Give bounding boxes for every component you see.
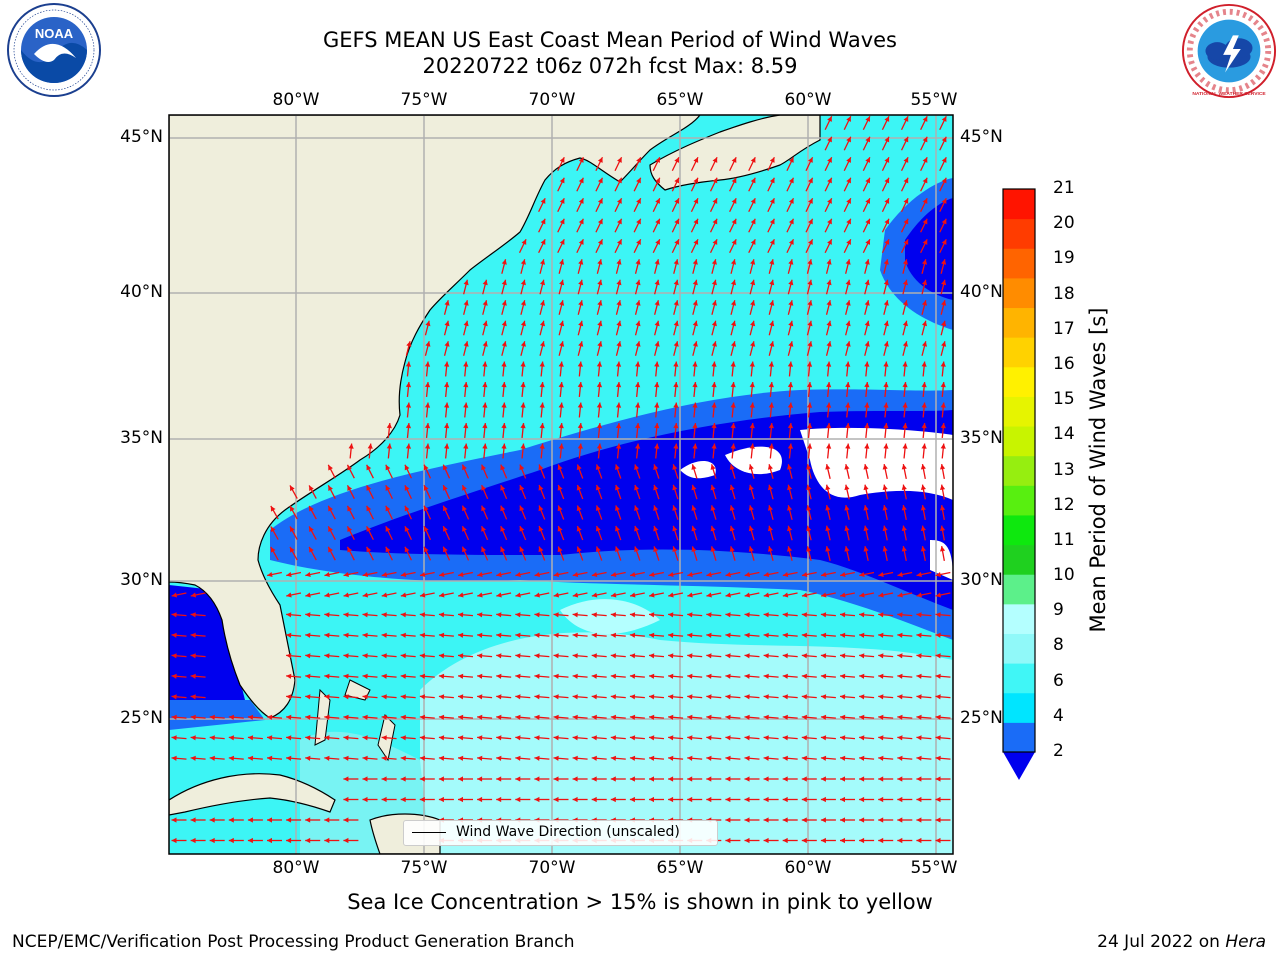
lon-tick-top: 55°W <box>894 90 974 110</box>
lat-tick-right: 40°N <box>960 282 1003 302</box>
colorbar-band <box>1003 574 1035 604</box>
lon-tick-top: 75°W <box>384 90 464 110</box>
colorbar-tick-label: 10 <box>1053 565 1075 585</box>
colorbar-band <box>1003 485 1035 515</box>
colorbar-tick-label: 19 <box>1053 248 1075 268</box>
colorbar-band <box>1003 367 1035 397</box>
lat-tick-left: 35°N <box>100 428 163 448</box>
colorbar-tick-label: 21 <box>1053 178 1075 198</box>
colorbar-tick-label: 20 <box>1053 213 1075 233</box>
lon-tick-bottom: 55°W <box>894 858 974 878</box>
lat-tick-right: 25°N <box>960 708 1003 728</box>
lon-tick-bottom: 75°W <box>384 858 464 878</box>
colorbar-band <box>1003 633 1035 663</box>
colorbar-tick-label: 9 <box>1053 600 1064 620</box>
colorbar-tick-label: 16 <box>1053 354 1075 374</box>
lon-tick-bottom: 60°W <box>768 858 848 878</box>
colorbar-tick-label: 17 <box>1053 319 1075 339</box>
lat-tick-left: 25°N <box>100 708 163 728</box>
lon-tick-bottom: 80°W <box>256 858 336 878</box>
colorbar-band <box>1003 456 1035 486</box>
legend-line-swatch <box>412 832 446 833</box>
footer-host: Hera <box>1225 932 1266 952</box>
footer-branch: NCEP/EMC/Verification Post Processing Pr… <box>12 932 575 952</box>
colorbar-band <box>1003 515 1035 545</box>
footer-date: 24 Jul 2022 on Hera <box>1020 932 1266 952</box>
colorbar-band <box>1003 308 1035 338</box>
colorbar-tick-label: 6 <box>1053 671 1064 691</box>
lat-tick-left: 30°N <box>100 570 163 590</box>
colorbar-bands <box>1003 189 1035 753</box>
colorbar-band <box>1003 545 1035 575</box>
legend-label: Wind Wave Direction (unscaled) <box>456 824 680 840</box>
colorbar-band <box>1003 426 1035 456</box>
colorbar-tick-label: 12 <box>1053 495 1075 515</box>
map-legend: Wind Wave Direction (unscaled) <box>403 820 718 846</box>
colorbar-tick-label: 18 <box>1053 284 1075 304</box>
lon-tick-top: 70°W <box>512 90 592 110</box>
colorbar-tick-label: 11 <box>1053 530 1075 550</box>
colorbar-band <box>1003 278 1035 308</box>
colorbar-tick-label: 4 <box>1053 706 1064 726</box>
colorbar-under-triangle <box>1003 752 1035 780</box>
colorbar-band <box>1003 396 1035 426</box>
lat-tick-right: 35°N <box>960 428 1003 448</box>
colorbar-band <box>1003 663 1035 693</box>
colorbar-band <box>1003 722 1035 752</box>
colorbar-tick-label: 2 <box>1053 741 1064 761</box>
colorbar-band <box>1003 219 1035 249</box>
lon-tick-top: 80°W <box>256 90 336 110</box>
colorbar-tick-label: 15 <box>1053 389 1075 409</box>
lon-tick-top: 65°W <box>640 90 720 110</box>
footer-date-text: 24 Jul 2022 on <box>1097 932 1225 952</box>
lat-tick-left: 45°N <box>100 127 163 147</box>
lat-tick-right: 30°N <box>960 570 1003 590</box>
lon-tick-bottom: 65°W <box>640 858 720 878</box>
colorbar-title: Mean Period of Wind Waves [s] <box>1086 308 1110 633</box>
colorbar-band <box>1003 693 1035 723</box>
colorbar-tick-label: 14 <box>1053 424 1075 444</box>
map-plot-area <box>169 115 953 854</box>
colorbar-band <box>1003 604 1035 634</box>
lat-tick-left: 40°N <box>100 282 163 302</box>
colorbar-tick-label: 13 <box>1053 460 1075 480</box>
lat-tick-right: 45°N <box>960 127 1003 147</box>
colorbar-band <box>1003 248 1035 278</box>
sea-ice-note: Sea Ice Concentration > 15% is shown in … <box>160 890 1120 914</box>
colorbar-band <box>1003 337 1035 367</box>
lon-tick-bottom: 70°W <box>512 858 592 878</box>
colorbar-band <box>1003 189 1035 219</box>
colorbar-tick-label: 8 <box>1053 635 1064 655</box>
colorbar <box>1000 186 1040 786</box>
lon-tick-top: 60°W <box>768 90 848 110</box>
